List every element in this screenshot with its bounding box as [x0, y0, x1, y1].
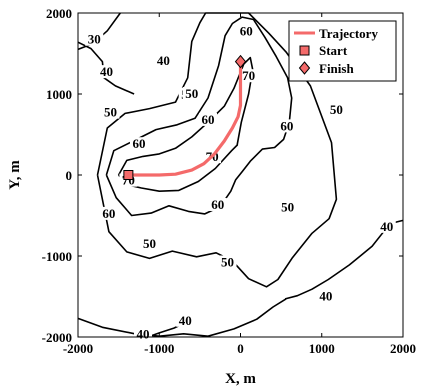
trajectory-line	[126, 59, 243, 177]
contour-label: 60	[102, 206, 115, 221]
contour-label-bg	[218, 255, 237, 269]
x-tick-label: 0	[237, 341, 244, 356]
contour-label-bg	[140, 236, 159, 250]
contour-line-60	[105, 16, 293, 217]
contour-label-bg	[101, 105, 120, 119]
contour-label-bg	[154, 53, 173, 67]
contour-label: 40	[100, 64, 113, 79]
y-tick-label: 2000	[46, 6, 72, 21]
contour-label-bg	[278, 200, 297, 214]
contour-label: 50	[281, 199, 294, 214]
contour-label-bg	[99, 206, 118, 220]
y-tick-label: -2000	[42, 330, 72, 345]
start-marker	[123, 170, 134, 180]
contour-label: 40	[319, 289, 332, 304]
contour-label: 50	[143, 236, 156, 251]
legend-start-swatch	[299, 45, 310, 56]
legend-finish-label: Finish	[319, 61, 354, 76]
x-tick-label: 2000	[390, 341, 416, 356]
x-axis-label: X, m	[225, 371, 256, 387]
contour-label: 40	[380, 219, 393, 234]
contour-label-bg	[237, 24, 256, 38]
contour-label-bg	[182, 87, 201, 100]
contour-label-bg	[208, 197, 227, 211]
contour-label: 40	[179, 313, 192, 328]
contour-lines	[77, 12, 404, 338]
contour-label: 30	[88, 32, 101, 47]
contour-label-bg	[97, 65, 116, 79]
contour-label: 50	[185, 86, 198, 101]
contour-label: 40	[137, 327, 150, 342]
legend: Trajectory Start Finish	[288, 20, 397, 82]
legend-finish-swatch	[298, 61, 311, 75]
contour-label-bg	[316, 289, 335, 303]
contour-label-bg	[85, 32, 104, 46]
axis-ticks: -2000 -1000 0 1000 2000 2000 1000 0 -1000 -2000	[42, 6, 416, 356]
x-tick-label: -2000	[63, 341, 93, 356]
y-tick-label: 1000	[46, 87, 72, 102]
contour-label-bg	[129, 137, 148, 151]
contour-label-bg	[277, 119, 296, 133]
contour-label: 60	[280, 118, 293, 133]
x-tick-label: -1000	[144, 341, 174, 356]
contour-label: 40	[157, 53, 170, 68]
contour-labels: 3040405060605070707050606060605050505040…	[85, 24, 396, 342]
contour-label: 60	[240, 24, 253, 39]
contour-line-50	[96, 12, 338, 288]
contour-label: 50	[221, 254, 234, 269]
contour-label-bg	[377, 219, 396, 233]
contour-label-bg	[239, 69, 258, 83]
contour-label-bg	[327, 103, 346, 117]
contour-label-bg	[199, 112, 217, 126]
legend-start-label: Start	[319, 43, 348, 58]
trajectory-layer	[123, 54, 247, 180]
contour-label: 50	[104, 105, 117, 120]
contour-label-bg	[176, 313, 195, 327]
contour-label: 60	[211, 197, 224, 212]
finish-marker	[234, 54, 247, 69]
y-tick-label: 0	[66, 168, 73, 183]
contour-label: 60	[132, 136, 145, 151]
contour-label: 70	[242, 68, 255, 83]
y-axis-label: Y, m	[7, 160, 23, 190]
contour-label: 60	[202, 112, 215, 127]
contour-label: 50	[330, 102, 343, 117]
contour-line-40	[77, 298, 287, 338]
legend-trajectory-label: Trajectory	[319, 26, 378, 41]
y-tick-label: -1000	[42, 249, 72, 264]
x-tick-label: 1000	[309, 341, 335, 356]
